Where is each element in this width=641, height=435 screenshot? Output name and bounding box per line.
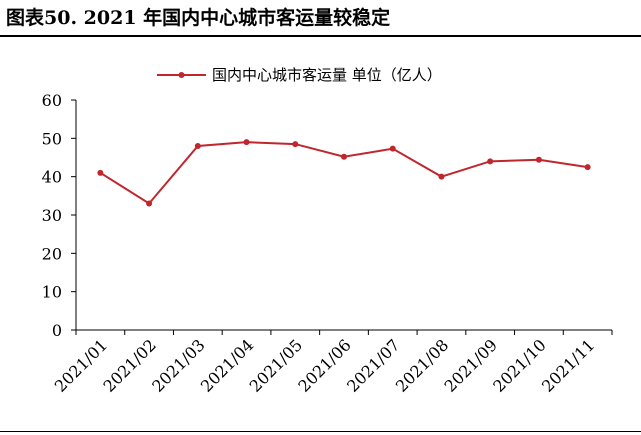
data-point — [292, 141, 299, 148]
legend-label: 国内中心城市客运量 单位（亿人） — [212, 66, 442, 84]
data-point — [341, 153, 347, 160]
series-line — [99, 141, 588, 205]
figure-title: 图表50. 2021 年国内中心城市客运量较稳定 — [6, 7, 391, 29]
y-tick-label: 0 — [52, 321, 62, 340]
data-point — [438, 173, 445, 180]
legend-marker — [178, 72, 185, 78]
x-tick-label: 2021/08 — [392, 335, 452, 395]
x-tick-label: 2021/01 — [51, 335, 111, 395]
data-point — [97, 169, 104, 176]
x-tick-label: 2021/11 — [538, 335, 598, 395]
data-point — [243, 139, 250, 146]
y-tick-label: 50 — [42, 129, 62, 148]
data-point — [487, 158, 494, 165]
x-tick-label: 2021/03 — [148, 335, 208, 395]
y-tick-label: 10 — [42, 283, 62, 302]
y-tick-label: 30 — [42, 206, 62, 225]
data-point — [146, 200, 153, 207]
y-tick-label: 20 — [42, 244, 62, 263]
y-tick-label: 40 — [42, 168, 62, 187]
data-point — [389, 145, 396, 152]
x-axis: 2021/012021/022021/032021/042021/052021/… — [51, 329, 613, 396]
data-point — [535, 156, 542, 163]
x-tick-label: 2021/10 — [489, 335, 549, 395]
y-tick-label: 60 — [42, 91, 62, 110]
y-axis: 0 10 20 30 40 50 60 — [42, 91, 77, 340]
title-divider — [0, 35, 641, 37]
bottom-divider — [0, 431, 641, 432]
x-tick-label: 2021/07 — [343, 335, 403, 395]
x-tick-label: 2021/02 — [99, 335, 159, 395]
data-point — [194, 143, 201, 149]
x-tick-label: 2021/04 — [197, 335, 257, 395]
x-tick-label: 2021/06 — [294, 335, 354, 395]
legend: 国内中心城市客运量 单位（亿人） — [157, 66, 442, 84]
x-tick-label: 2021/09 — [441, 335, 501, 395]
data-point — [584, 164, 591, 171]
x-tick-label: 2021/05 — [246, 335, 306, 395]
series-layer — [97, 139, 591, 207]
